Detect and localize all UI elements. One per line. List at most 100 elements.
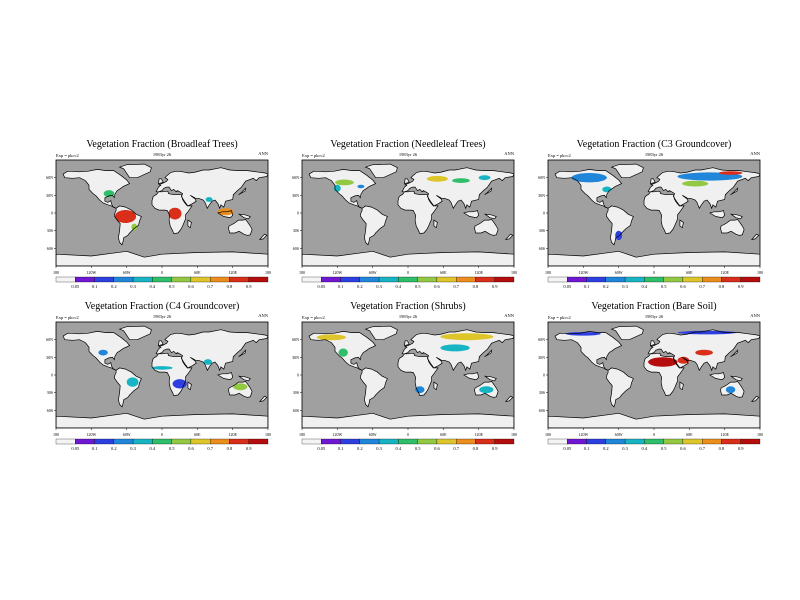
data-region xyxy=(440,333,494,341)
land-mass xyxy=(217,372,233,380)
lon-tick-label: 60E xyxy=(686,432,693,437)
coastline xyxy=(118,325,152,341)
coastline xyxy=(397,352,439,396)
colorbar-label: 0.5 xyxy=(661,284,667,289)
coastline xyxy=(401,167,514,210)
colorbar-label: 0.7 xyxy=(207,446,213,451)
lat-tick-label: 60S xyxy=(47,408,53,413)
lat-tick-label: 0 xyxy=(51,211,53,216)
coastline xyxy=(720,219,745,236)
colorbar-label: 0.1 xyxy=(338,446,344,451)
land-mass xyxy=(302,413,514,428)
colorbar-swatch xyxy=(75,438,95,445)
lat-tick-label: 60N xyxy=(46,337,53,342)
map-panel: Vegetation Fraction (Shrubs) Exp = pkcc2 1… xyxy=(292,301,517,451)
colorbar-swatch xyxy=(417,438,438,445)
lat-tick-label: 0 xyxy=(297,211,299,216)
lon-tick-label: 180 xyxy=(511,270,517,275)
lon-tick-label: 0 xyxy=(653,432,655,437)
land-mass xyxy=(259,234,267,240)
coastline xyxy=(730,349,739,358)
colorbar-swatch xyxy=(398,276,418,283)
lon-tick-label: 60E xyxy=(440,270,447,275)
land-mass xyxy=(644,191,684,234)
lat-tick-label: 0 xyxy=(543,211,545,216)
colorbar-label: 0.05 xyxy=(563,284,572,289)
colorbar-label: 0.5 xyxy=(169,284,175,289)
period-label: 1983yr 26 xyxy=(153,152,172,157)
colorbar-swatch xyxy=(436,438,457,445)
coastline xyxy=(151,352,193,396)
colorbar-label: 0.2 xyxy=(603,284,609,289)
colorbar-label: 0.7 xyxy=(207,284,213,289)
lon-tick-label: 120W xyxy=(86,270,96,275)
lon-tick-label: 120E xyxy=(720,432,729,437)
lon-tick-label: 0 xyxy=(653,270,655,275)
land-mass xyxy=(731,376,743,381)
lat-tick-label: 30N xyxy=(292,193,299,198)
coastline xyxy=(237,213,251,220)
coastline xyxy=(474,381,499,398)
colorbar-label: 0.3 xyxy=(376,284,382,289)
coastline xyxy=(750,233,760,241)
map-panel: Vegetation Fraction (Broadleaf Trees) Exp… xyxy=(46,139,271,289)
colorbar-label: 0.6 xyxy=(680,284,686,289)
lat-tick-label: 30S xyxy=(293,228,299,233)
colorbar-label: 0.5 xyxy=(169,446,175,451)
data-region xyxy=(168,207,182,220)
colorbar-swatch xyxy=(340,276,360,283)
coastline xyxy=(56,250,268,266)
lon-tick-label: 0 xyxy=(407,270,409,275)
land-mass xyxy=(555,331,622,371)
data-region xyxy=(648,357,678,367)
colorbar-swatch xyxy=(721,276,741,283)
coastline xyxy=(484,349,493,358)
lon-tick-label: 180 xyxy=(511,432,517,437)
land-mass xyxy=(63,169,130,209)
coastline xyxy=(484,187,493,196)
colorbar-swatch xyxy=(547,438,568,445)
colorbar-label: 0.9 xyxy=(492,446,498,451)
lon-tick-label: 180 xyxy=(757,432,763,437)
coastline xyxy=(302,250,514,266)
data-region xyxy=(131,223,138,231)
coastline xyxy=(647,167,760,210)
map-panel: Vegetation Fraction (C3 Groundcover) Exp … xyxy=(538,139,763,289)
colorbar-label: 0.3 xyxy=(376,446,382,451)
land-mass xyxy=(56,251,268,266)
lon-tick-label: 180 xyxy=(299,270,305,275)
colorbar-label: 0.1 xyxy=(92,446,98,451)
coastline xyxy=(56,412,268,428)
colorbar-label: 0.4 xyxy=(642,284,648,289)
colorbar-swatch xyxy=(210,438,230,445)
colorbar-swatch xyxy=(152,276,172,283)
coastline xyxy=(554,331,623,371)
lon-tick-label: 180 xyxy=(545,270,551,275)
map-panel: Vegetation Fraction (C4 Groundcover) Exp … xyxy=(46,301,271,451)
land-mass xyxy=(239,376,251,381)
lon-tick-label: 60W xyxy=(615,432,623,437)
lon-tick-label: 60W xyxy=(369,432,377,437)
colorbar-swatch xyxy=(663,276,684,283)
colorbar-swatch xyxy=(340,438,360,445)
lat-tick-label: 30S xyxy=(47,390,53,395)
coastline xyxy=(647,329,760,372)
colorbar-swatch xyxy=(55,276,76,283)
colorbar-label: 0.7 xyxy=(453,284,459,289)
colorbar-label: 0.2 xyxy=(111,446,117,451)
lat-tick-label: 30N xyxy=(46,193,53,198)
land-mass xyxy=(463,372,479,380)
lon-tick-label: 120W xyxy=(578,432,588,437)
data-region xyxy=(426,175,448,182)
coastline xyxy=(548,412,760,428)
lon-tick-label: 60E xyxy=(686,270,693,275)
coastline xyxy=(187,381,192,391)
colorbar-label: 0.4 xyxy=(396,446,402,451)
colorbar-label: 0.8 xyxy=(227,284,233,289)
colorbar-swatch xyxy=(301,276,322,283)
colorbar-swatch xyxy=(567,438,587,445)
colorbar-swatch xyxy=(113,438,134,445)
colorbar-label: 0.4 xyxy=(396,284,402,289)
season-label: ANN xyxy=(750,151,760,156)
